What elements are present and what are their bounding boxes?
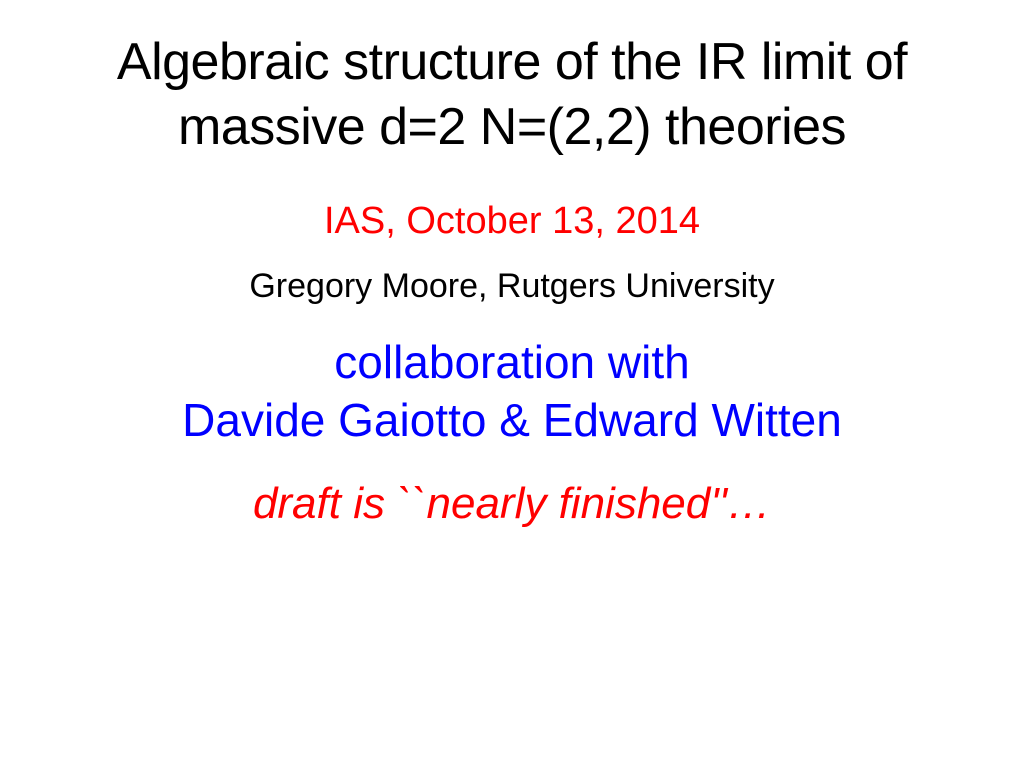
collaboration-line2: Davide Gaiotto & Edward Witten	[182, 394, 842, 446]
slide-date: IAS, October 13, 2014	[324, 200, 700, 243]
slide-title: Algebraic structure of the IR limit of m…	[0, 30, 1024, 160]
collaboration-line1: collaboration with	[334, 336, 689, 388]
collaboration-block: collaboration with Davide Gaiotto & Edwa…	[182, 334, 842, 449]
slide-author: Gregory Moore, Rutgers University	[249, 267, 774, 306]
draft-status: draft is ``nearly finished''…	[253, 479, 771, 529]
